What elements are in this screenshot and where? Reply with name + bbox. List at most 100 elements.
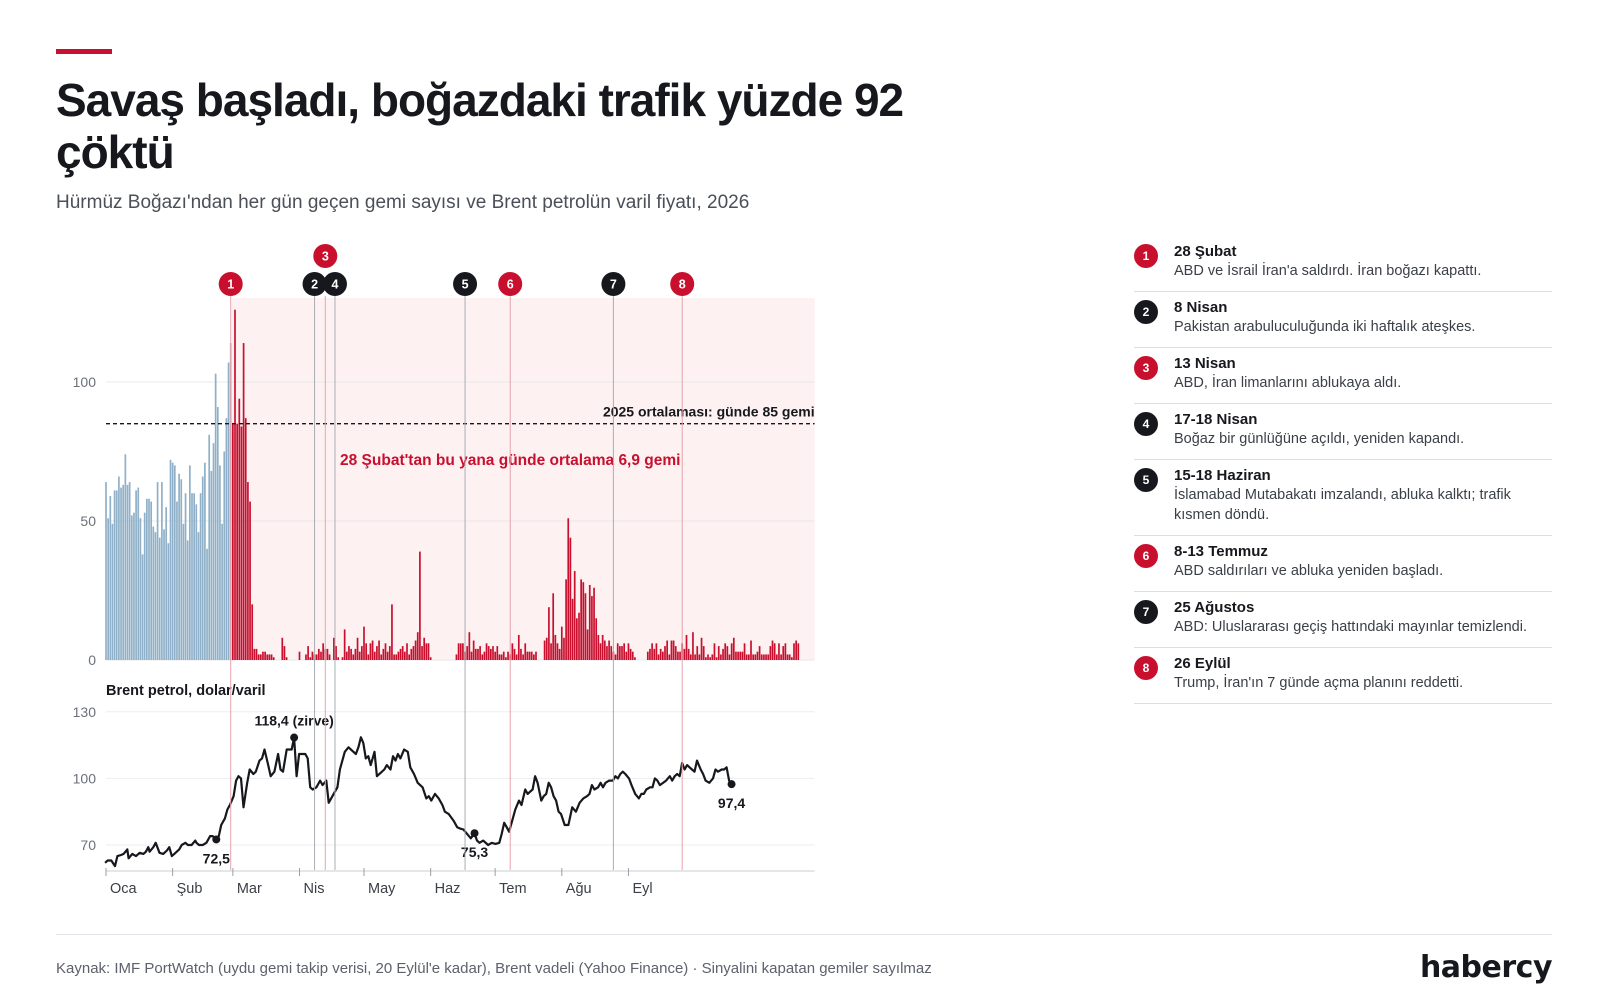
ship-count-bar (554, 634, 557, 660)
ship-count-bar (543, 640, 546, 660)
ship-count-bar (709, 657, 711, 660)
ship-count-bar (616, 643, 619, 660)
ship-count-bar (556, 643, 559, 660)
ship-count-bar (621, 646, 623, 660)
ship-count-bar (386, 651, 389, 660)
ship-count-bar (567, 518, 570, 660)
bar-y-tick-label: 0 (88, 652, 96, 668)
event-text: 28 Şubat ABD ve İsrail İran'a saldırdı. İ… (1174, 242, 1552, 281)
ship-count-bar (627, 643, 630, 660)
x-axis-month-label: Şub (177, 881, 203, 897)
ship-count-bar (352, 654, 355, 660)
ship-count-bar (511, 643, 514, 660)
event-description: ABD saldırıları ve abluka yeniden başlad… (1174, 563, 1444, 579)
event-number-badge: 2 (1134, 300, 1158, 324)
ship-count-bar (212, 443, 215, 660)
ship-count-bar (345, 651, 348, 660)
ship-count-bar (472, 640, 475, 660)
event-text: 25 Ağustos ABD: Uluslararası geçiş hattın… (1174, 598, 1552, 637)
ship-count-bar (797, 643, 800, 660)
brand-logo: habercy (1419, 950, 1553, 985)
ship-count-bar (249, 501, 251, 660)
ship-count-bar (490, 648, 492, 660)
event-marker-number: 5 (462, 278, 469, 292)
ship-count-bar (582, 582, 585, 660)
ship-count-bar (468, 632, 471, 660)
ship-count-bar (735, 651, 737, 660)
ship-count-bar (560, 626, 563, 660)
x-axis-month-label: Nis (304, 881, 325, 897)
event-marker-number: 1 (227, 278, 234, 292)
ship-count-bar (685, 634, 688, 660)
x-axis-month-label: Haz (435, 881, 461, 897)
ship-count-bar (156, 482, 159, 660)
ship-count-bar (427, 643, 430, 660)
ship-count-bar (240, 426, 243, 660)
x-axis-month-label: Oca (110, 881, 138, 897)
ship-count-bar (722, 648, 724, 660)
ship-count-bar (550, 643, 552, 660)
ship-count-bar (573, 571, 576, 660)
ship-count-bar (376, 646, 378, 660)
ship-count-bar (333, 637, 335, 660)
ship-count-bar (593, 587, 595, 660)
event-marker-number: 8 (679, 278, 686, 292)
ship-count-bar (720, 654, 722, 660)
ship-count-bar (255, 648, 258, 660)
ship-count-bar (485, 643, 488, 660)
line-y-tick-label: 130 (73, 704, 97, 720)
event-date: 8-13 Temmuz (1174, 543, 1268, 560)
x-axis-month-label: Tem (499, 881, 526, 897)
brent-value-dot (212, 835, 221, 844)
ship-count-bar (208, 434, 211, 660)
ship-count-bar (365, 643, 367, 660)
event-date: 17-18 Nisan (1174, 411, 1258, 428)
ship-count-bar (459, 643, 462, 660)
ship-count-bar (259, 654, 262, 660)
ship-count-bar (216, 407, 219, 660)
ship-count-bar (429, 657, 432, 660)
ship-count-bar (728, 654, 731, 660)
ship-count-bar (178, 473, 180, 660)
ship-count-bar (414, 640, 417, 660)
ship-count-bar (692, 632, 694, 660)
ship-count-bar (788, 654, 791, 660)
page-title: Savaş başladı, boğazdaki trafik yüzde 92… (56, 74, 904, 178)
ship-count-bar (419, 551, 421, 660)
event-text: 17-18 Nisan Boğaz bir günlüğüne açıldı, y… (1174, 410, 1552, 449)
event-date: 8 Nisan (1174, 299, 1228, 316)
ship-count-bar (404, 651, 406, 660)
ship-count-bar (666, 640, 668, 660)
ship-count-bar (778, 643, 780, 660)
war-period-shading (231, 298, 815, 660)
event-marker-circle (322, 272, 347, 296)
ship-count-bar (148, 498, 150, 660)
ship-count-bar (500, 654, 503, 660)
ship-count-bar (741, 651, 744, 660)
event-date: 26 Eylül (1174, 655, 1231, 672)
ship-count-bar (221, 523, 223, 660)
ship-count-bar (139, 518, 142, 660)
ship-count-bar (455, 654, 458, 660)
ship-count-bar (393, 654, 395, 660)
ship-count-bar (161, 482, 163, 660)
ship-count-bar (513, 648, 516, 660)
ship-count-bar (251, 604, 254, 660)
brent-value-dot (470, 829, 479, 838)
ship-count-bar (363, 626, 365, 660)
ship-count-bar (694, 654, 696, 660)
ship-count-bar (322, 643, 324, 660)
ship-count-bar (606, 646, 608, 660)
ship-count-bar (395, 654, 398, 660)
ship-count-bar (470, 651, 473, 660)
ship-count-bar (180, 479, 183, 660)
ship-count-bar (571, 598, 574, 660)
ship-count-bar (171, 462, 174, 660)
event-item: 3 13 Nisan ABD, İran limanlarını ablukaya … (1134, 348, 1552, 404)
ship-count-bar (356, 637, 359, 660)
ship-count-bar (707, 654, 709, 660)
ship-count-bar (745, 654, 748, 660)
ship-count-bar (679, 651, 681, 660)
bar-y-tick-label: 100 (73, 374, 97, 390)
ship-count-bar (135, 490, 137, 660)
